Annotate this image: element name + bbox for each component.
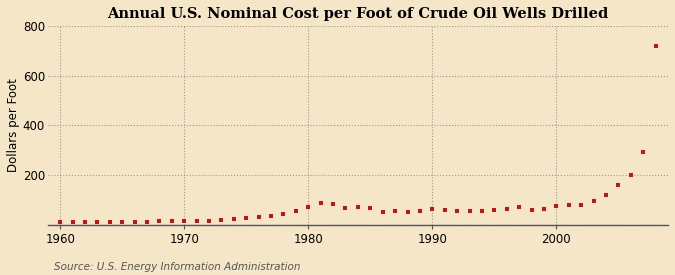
Point bbox=[241, 215, 252, 220]
Point bbox=[105, 220, 115, 224]
Point bbox=[551, 204, 562, 208]
Point bbox=[315, 201, 326, 205]
Point bbox=[514, 205, 524, 210]
Y-axis label: Dollars per Foot: Dollars per Foot bbox=[7, 79, 20, 172]
Point bbox=[278, 211, 289, 216]
Point bbox=[303, 205, 314, 209]
Point bbox=[439, 208, 450, 213]
Point bbox=[253, 214, 264, 219]
Text: Source: U.S. Energy Information Administration: Source: U.S. Energy Information Administ… bbox=[54, 262, 300, 272]
Point bbox=[427, 207, 438, 211]
Point bbox=[477, 209, 487, 213]
Point bbox=[650, 44, 661, 48]
Point bbox=[638, 149, 649, 154]
Point bbox=[191, 219, 202, 223]
Point bbox=[502, 207, 512, 211]
Point bbox=[588, 199, 599, 203]
Point bbox=[489, 208, 500, 212]
Point bbox=[377, 210, 388, 214]
Point bbox=[154, 219, 165, 224]
Point bbox=[352, 205, 363, 209]
Point bbox=[626, 173, 637, 177]
Title: Annual U.S. Nominal Cost per Foot of Crude Oil Wells Drilled: Annual U.S. Nominal Cost per Foot of Cru… bbox=[107, 7, 609, 21]
Point bbox=[389, 209, 400, 213]
Point bbox=[266, 213, 277, 218]
Point bbox=[92, 220, 103, 224]
Point bbox=[167, 219, 178, 224]
Point bbox=[179, 219, 190, 223]
Point bbox=[80, 220, 90, 224]
Point bbox=[216, 218, 227, 222]
Point bbox=[601, 193, 612, 197]
Point bbox=[228, 217, 239, 221]
Point bbox=[464, 209, 475, 213]
Point bbox=[365, 206, 376, 210]
Point bbox=[452, 208, 462, 213]
Point bbox=[613, 183, 624, 187]
Point bbox=[290, 208, 301, 213]
Point bbox=[204, 218, 215, 223]
Point bbox=[539, 207, 549, 211]
Point bbox=[526, 208, 537, 212]
Point bbox=[340, 206, 351, 210]
Point bbox=[576, 203, 587, 208]
Point bbox=[55, 220, 65, 224]
Point bbox=[414, 208, 425, 213]
Point bbox=[142, 219, 153, 224]
Point bbox=[129, 219, 140, 224]
Point bbox=[327, 202, 338, 207]
Point bbox=[564, 203, 574, 207]
Point bbox=[117, 220, 128, 224]
Point bbox=[402, 209, 413, 214]
Point bbox=[67, 220, 78, 224]
